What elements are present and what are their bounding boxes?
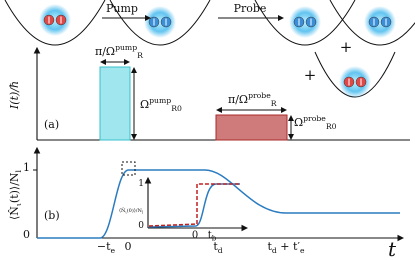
label-part: R0	[171, 104, 182, 113]
label-part: t	[208, 230, 212, 241]
label-part: t	[213, 240, 218, 253]
y-axis-label: ⟨N̂ι(t)⟩/Nl	[8, 169, 23, 220]
label-part: R	[137, 51, 143, 60]
arrow-label: Pump	[106, 2, 138, 15]
label-part: ι	[125, 210, 127, 214]
x-tick-label: td + t′e	[267, 240, 304, 255]
label-part: pump	[149, 96, 171, 105]
label-part: 0	[192, 230, 198, 241]
label-part: ⟨N̂	[8, 206, 21, 220]
probe-pulse	[215, 114, 288, 141]
label-part: pump	[115, 43, 137, 52]
label-part: probe	[303, 114, 326, 123]
annotation: π/ΩprobeR	[228, 91, 277, 108]
label-part: probe	[248, 91, 271, 100]
plus: +	[340, 38, 353, 56]
annotation: π/ΩpumpR	[95, 43, 143, 60]
annotation: ΩprobeR0	[294, 114, 337, 131]
inset-y-tick-label: 0	[138, 221, 144, 231]
label-part: Ω	[294, 116, 303, 129]
plus: +	[304, 66, 317, 84]
atoms	[39, 4, 396, 98]
label-part: e	[111, 246, 116, 255]
label-part: l	[142, 210, 144, 214]
annotation: ΩpumpR0	[140, 96, 182, 113]
label-part: I(t)/ħ	[8, 81, 21, 110]
arrow-label: Probe	[234, 2, 267, 15]
x-tick-label: td	[213, 240, 222, 255]
label-part: π/Ω	[228, 93, 248, 106]
pump-pulse	[99, 66, 131, 141]
y-tick-label: 1	[23, 161, 30, 174]
label-part: t	[267, 240, 272, 253]
x-tick-label: 0	[125, 240, 132, 253]
label-part: d	[272, 246, 277, 255]
x-tick-label: −te	[97, 240, 116, 255]
label-part: ⟨N̂	[119, 207, 126, 214]
label-part: R	[271, 99, 277, 108]
panel-label: (a)	[44, 118, 59, 131]
label-part: b	[212, 235, 217, 243]
label-part: (t)⟩/N	[8, 172, 21, 203]
label-part: d	[218, 246, 223, 255]
inset-x-tick-label: tb	[208, 230, 217, 243]
panel-label: (b)	[44, 209, 60, 222]
label-part: l	[14, 169, 23, 172]
atom-pair	[339, 66, 371, 98]
inset-x-tick-label: 0	[192, 230, 198, 241]
x-axis-label: t	[388, 237, 397, 260]
y-axis-label: I(t)/ħ	[8, 81, 21, 110]
inset-step	[148, 183, 240, 227]
label-part: 0	[125, 240, 132, 253]
label-part: Ω	[140, 98, 149, 111]
label-part: ι	[14, 203, 23, 206]
inset-y-axis-label: ⟨N̂ι(0)⟩/Nl	[119, 207, 144, 214]
atom-pair	[289, 6, 321, 38]
label-part: π/Ω	[95, 45, 115, 58]
atom-pair	[364, 6, 396, 38]
zoom-box	[121, 161, 136, 176]
curve	[37, 169, 400, 239]
label-part: (0)⟩/N	[127, 207, 143, 214]
label-part: −t	[97, 240, 111, 253]
label-part: + t′	[277, 240, 301, 253]
inset-curve	[148, 183, 240, 228]
label-part: R0	[326, 122, 337, 131]
y-tick-label: 0	[23, 228, 30, 241]
inset-y-tick-label: 1	[138, 179, 144, 189]
label-part: e	[300, 246, 305, 255]
atom-pair	[39, 4, 71, 36]
atom-pair	[144, 6, 176, 38]
